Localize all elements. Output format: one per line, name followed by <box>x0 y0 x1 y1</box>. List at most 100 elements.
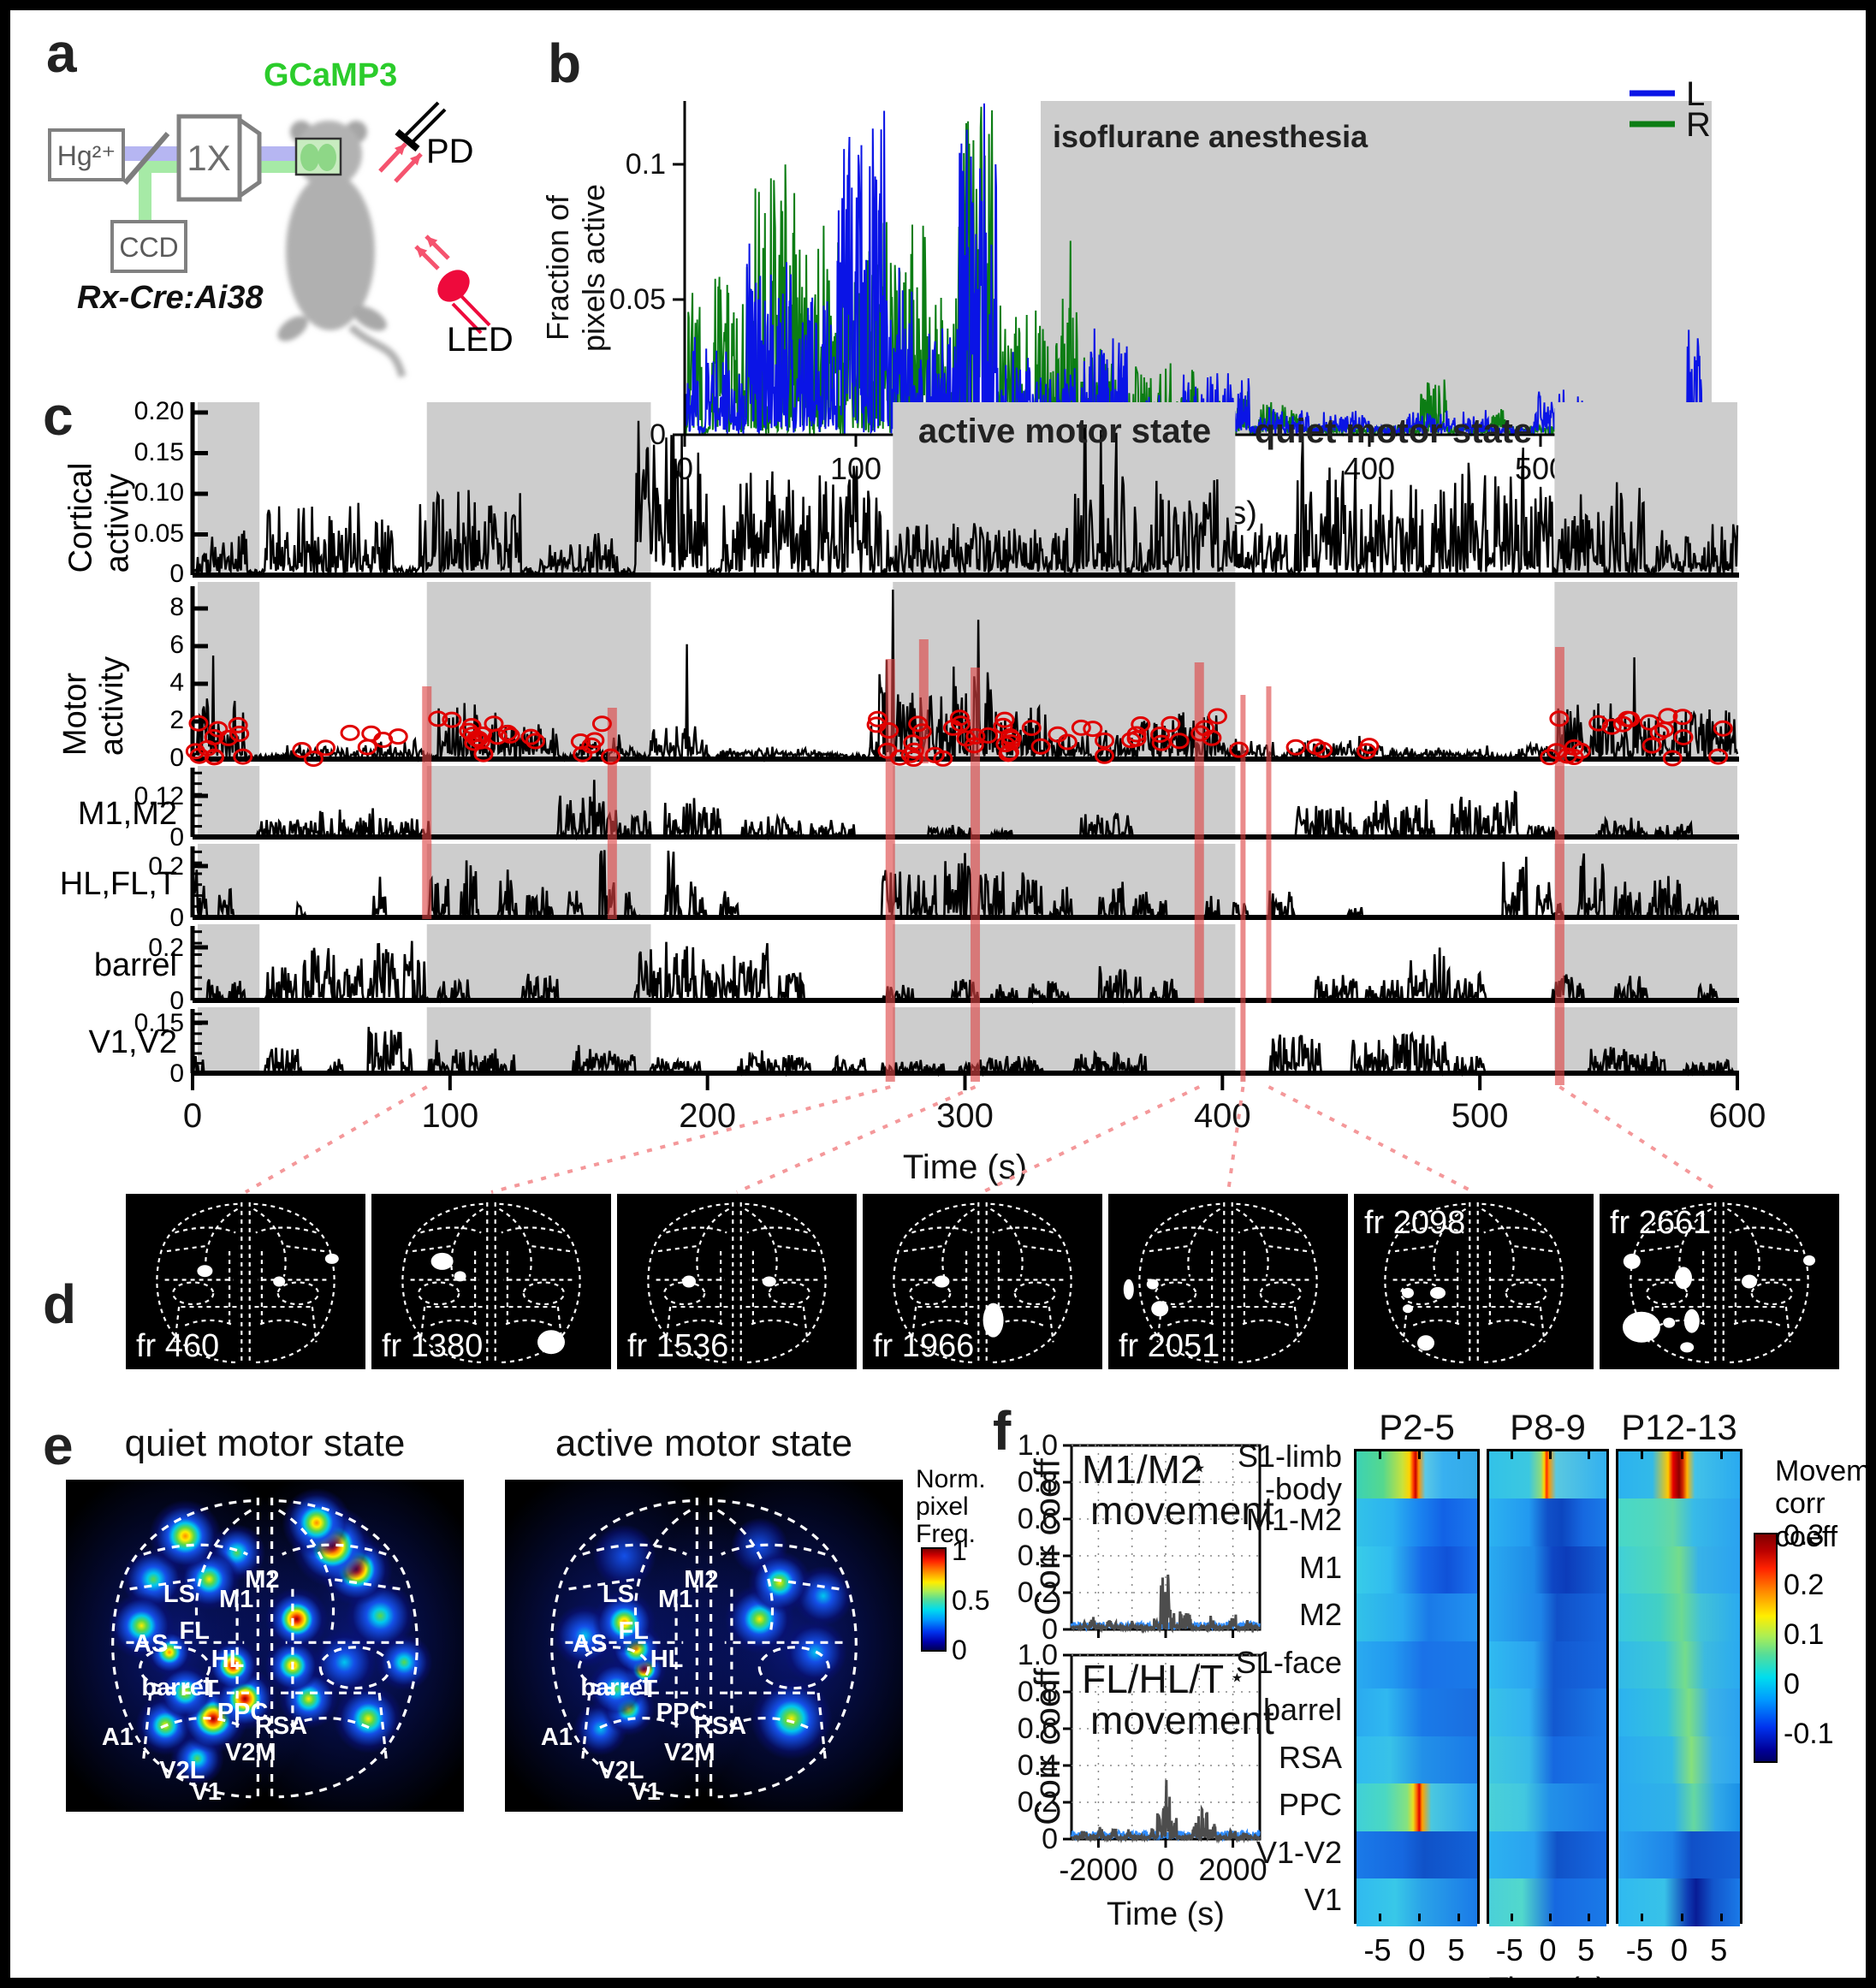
active-pixel-blob <box>1123 1279 1134 1300</box>
hm-xtick: 0 <box>1408 1932 1426 1967</box>
active-pixel-blob <box>983 1303 1004 1338</box>
brain-atlas-outline <box>552 1498 857 1797</box>
frame-number-label: fr 1380 <box>382 1328 483 1364</box>
movement-onset-circle <box>978 727 999 744</box>
objective-label: 1X <box>187 138 230 178</box>
event-marker-bar <box>918 639 929 763</box>
active-pixel-blob <box>682 1275 696 1288</box>
movement-onset-circle <box>1306 739 1327 756</box>
hm-row <box>1618 1498 1740 1547</box>
region-label-A1: A1 <box>101 1724 134 1752</box>
brain-frame <box>617 1194 857 1369</box>
hm-panel-P2-5 <box>1354 1449 1480 1927</box>
led-icon <box>437 270 491 335</box>
movement-onset-circle <box>1071 719 1091 736</box>
e-colorbar-tick: 0.5 <box>952 1585 990 1616</box>
movement-onset-circle <box>1713 720 1733 737</box>
movement-onset-circle <box>1649 724 1670 741</box>
c-ytick: 0.15 <box>134 1009 184 1038</box>
hm-row-label: V1-V2 <box>1256 1834 1342 1870</box>
legend-label-R: R <box>1686 106 1711 144</box>
f-plot-title: FL/HL/T <box>1082 1657 1224 1701</box>
region-label-V2M: V2M <box>225 1738 276 1766</box>
movement-onset-circle <box>1121 732 1142 749</box>
hm-row <box>1357 1593 1477 1642</box>
c-xlabel: Time (s) <box>903 1148 1027 1186</box>
f-xtick: -2000 <box>1059 1852 1137 1887</box>
active-pixel-blob <box>1151 1301 1169 1317</box>
movement-onset-circle <box>233 748 253 765</box>
c-ytick: 0 <box>169 823 184 852</box>
active-pixel-blob <box>1680 1342 1695 1353</box>
movement-onset-circle <box>903 734 923 751</box>
e-colorbar <box>921 1547 947 1652</box>
quiet-state-label: quiet motor state <box>1255 412 1532 450</box>
region-label-V1: V1 <box>630 1778 661 1807</box>
region-label-V1: V1 <box>191 1778 222 1807</box>
movement-onset-circle <box>218 729 239 746</box>
c-ytick: 0 <box>169 987 184 1015</box>
movement-onset-circle <box>1601 718 1622 735</box>
movement-onset-circle <box>525 733 546 750</box>
c-ytick: 0.10 <box>134 478 184 507</box>
movement-onset-circle <box>229 725 250 742</box>
hm-row-label: S1-limb <box>1237 1438 1342 1474</box>
brain-frame <box>126 1194 365 1369</box>
gcamp3-label: GCaMP3 <box>264 57 397 93</box>
hg-lamp-label: Hg²⁺ <box>57 140 116 171</box>
frame-number-label: fr 1966 <box>873 1328 974 1364</box>
anesthesia-shading <box>1041 101 1712 435</box>
c-ytick: 0.2 <box>148 934 184 962</box>
hm-tick <box>1549 1451 1552 1459</box>
c-xtick: 300 <box>936 1097 994 1135</box>
movement-onset-circle <box>1195 720 1215 737</box>
region-label-FL: FL <box>618 1617 649 1645</box>
hm-tick <box>1680 1451 1683 1459</box>
significance-star: ⋆ <box>1191 1454 1208 1482</box>
active-pixel-blob <box>1663 1317 1676 1328</box>
region-label-V2L: V2L <box>159 1756 205 1784</box>
movement-onset-circle <box>1169 733 1190 750</box>
f-ytick: 0.8 <box>1018 1466 1058 1498</box>
hm-tick <box>1379 1914 1382 1921</box>
movement-onset-circle <box>1357 743 1377 760</box>
hm-row <box>1618 1546 1740 1594</box>
hm-tick <box>1587 1451 1590 1459</box>
movement-onset-circle <box>965 727 986 745</box>
region-label-M1: M1 <box>219 1586 254 1614</box>
hm-panel-P12-13 <box>1616 1449 1742 1927</box>
event-marker-bar <box>1194 662 1204 1003</box>
hm-tick <box>1587 1914 1590 1921</box>
f-colorbar-tick: 0.1 <box>1784 1618 1825 1651</box>
hm-title: P8-9 <box>1510 1407 1586 1447</box>
b-xtick: 400 <box>1344 451 1395 486</box>
hm-tick <box>1680 1914 1683 1921</box>
photodiode-icon <box>395 101 447 152</box>
f-ytick: 0.6 <box>1018 1503 1058 1535</box>
active-pixel-blob <box>1683 1309 1700 1333</box>
movement-onset-circle <box>904 742 924 759</box>
hm-row <box>1357 1831 1477 1879</box>
region-label-AS: AS <box>134 1630 169 1659</box>
panel-d-frames: fr 460 fr 1380 fr 1536 fr 1966 fr 2051 fr 209… <box>126 1194 1839 1369</box>
hm-row <box>1357 1783 1477 1832</box>
region-label-LS: LS <box>163 1581 195 1609</box>
hm-xtick: 5 <box>1577 1932 1595 1967</box>
movement-onset-circle <box>303 751 324 768</box>
movement-onset-circle <box>497 724 518 741</box>
movement-onset-circle <box>601 748 621 765</box>
c-row-label: V1,V2 <box>88 1024 177 1060</box>
region-label-V2M: V2M <box>664 1738 715 1766</box>
c-ytick: 0 <box>169 904 184 932</box>
movement-onset-circle <box>197 739 217 757</box>
frame-connector-line <box>1558 1085 1721 1194</box>
region-label-M2: M2 <box>684 1565 719 1593</box>
panel-e-title-active: active motor state <box>555 1422 853 1464</box>
f-colorbar-title: Movement <box>1775 1455 1871 1487</box>
hm-row <box>1489 1736 1606 1784</box>
atlas-overlay <box>66 1480 464 1812</box>
dichroic-mirror <box>122 132 170 185</box>
emission-beam-vertical <box>139 169 151 224</box>
